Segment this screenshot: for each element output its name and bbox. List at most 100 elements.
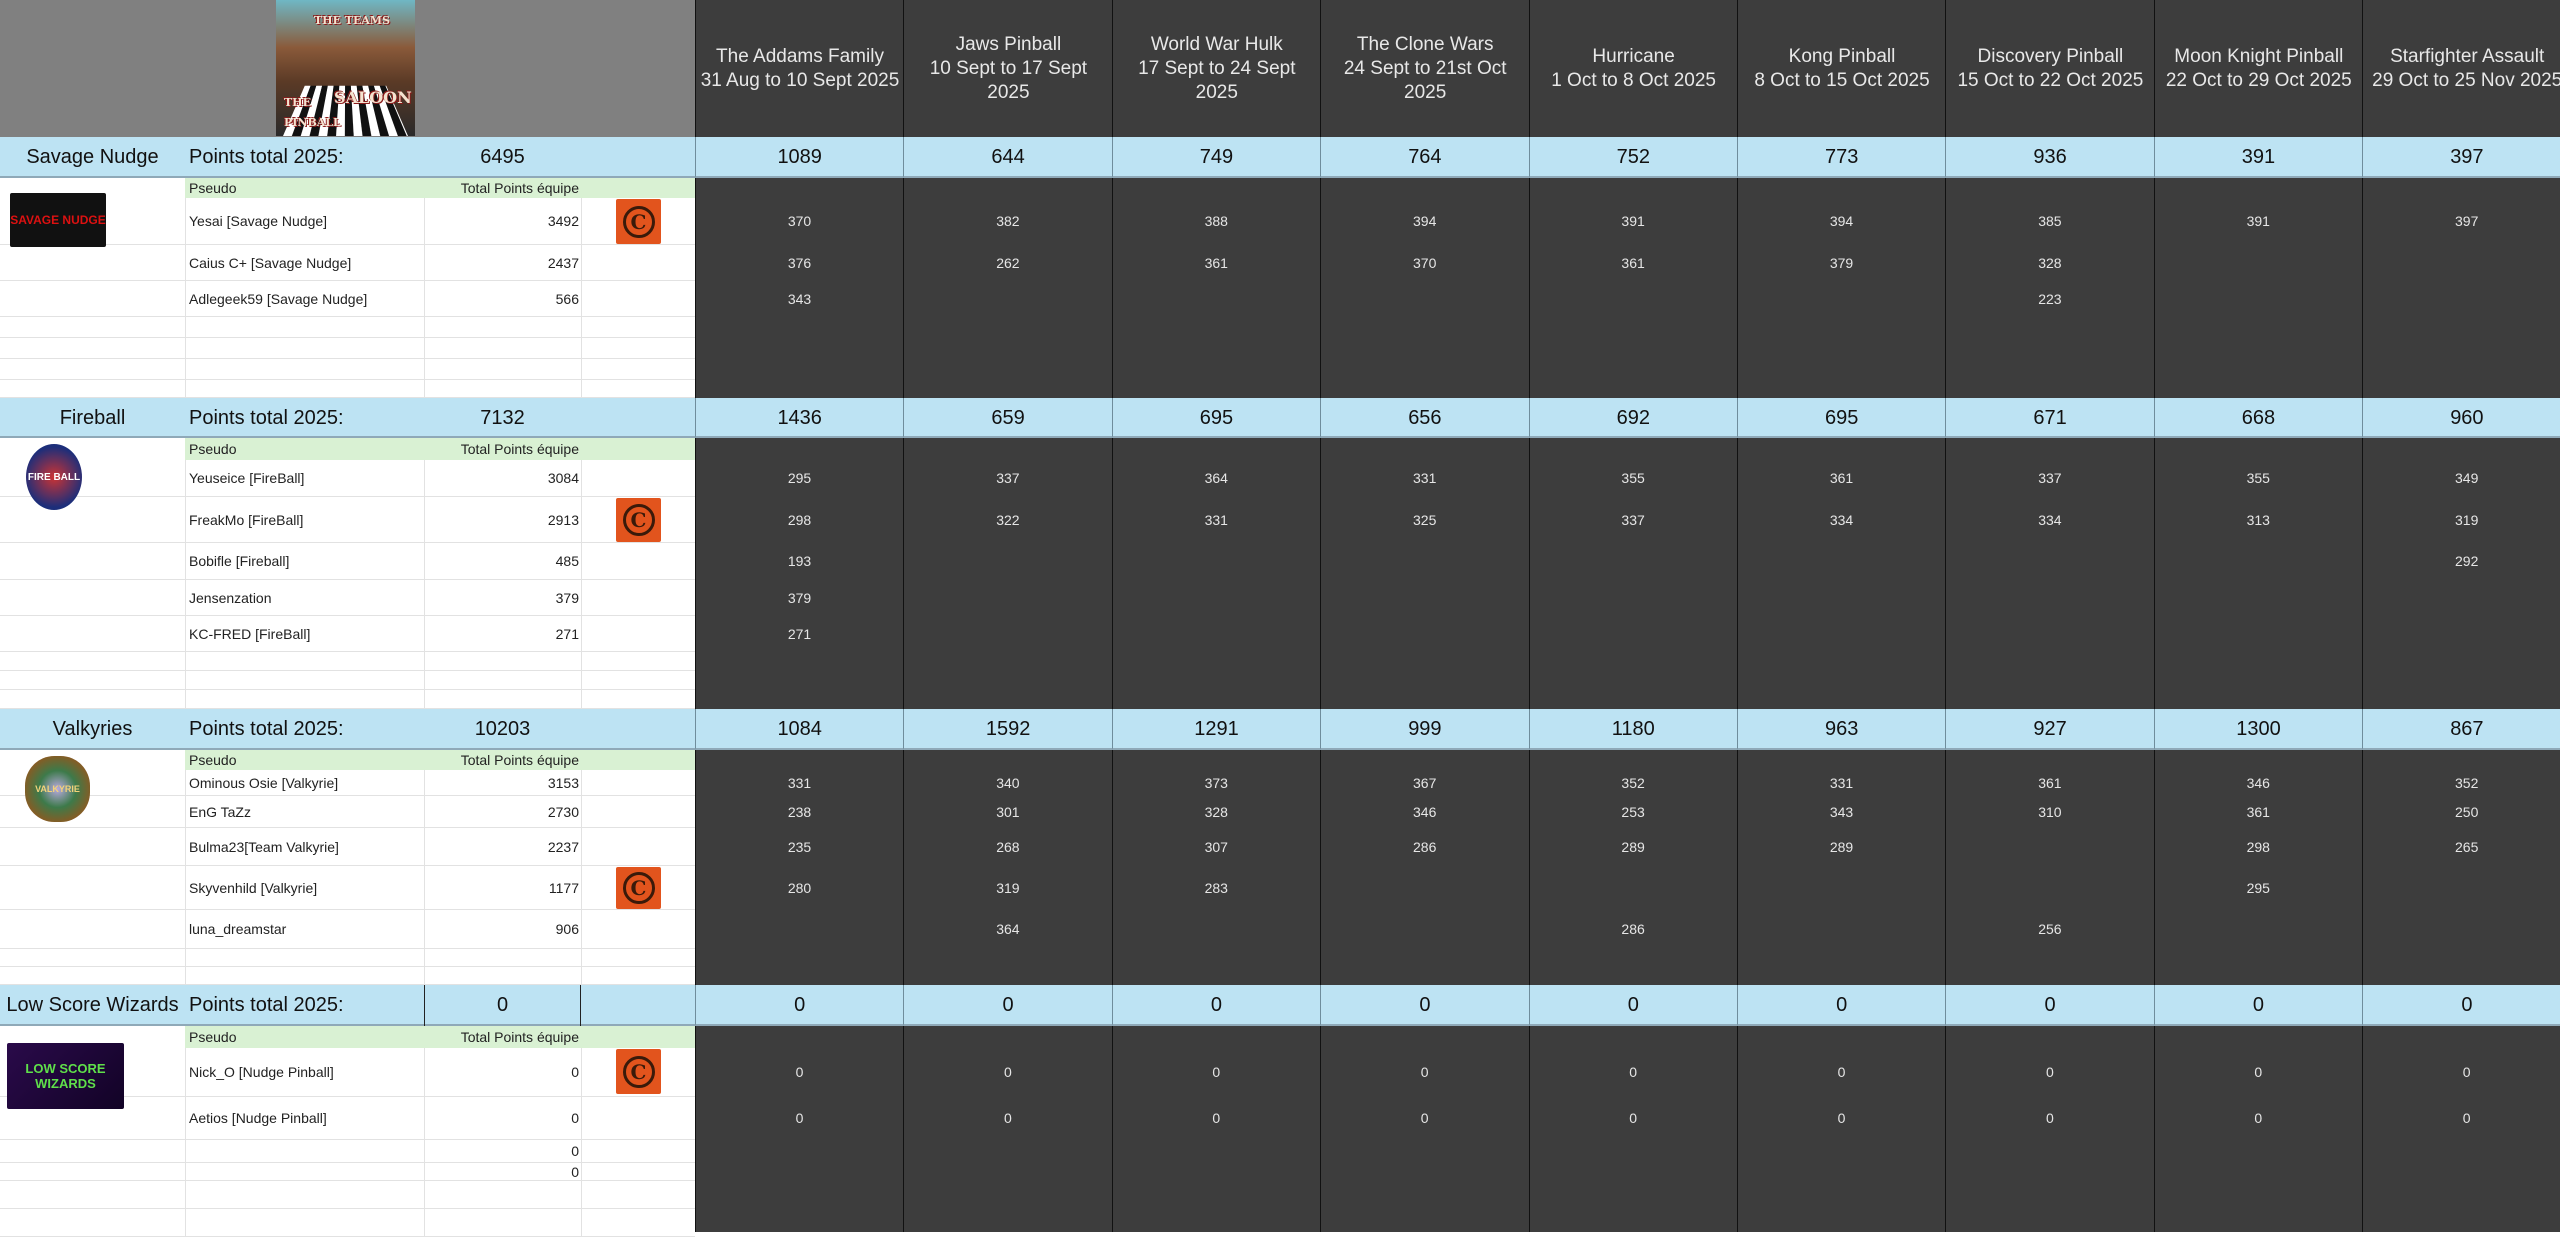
player-game-score: 388 xyxy=(1204,213,1228,229)
player-game-score: 0 xyxy=(1212,1064,1221,1080)
team-name: Savage Nudge xyxy=(26,146,159,168)
player-game-score: 0 xyxy=(2045,1110,2054,1126)
player-game-score: 256 xyxy=(2038,921,2062,937)
team-name: Valkyries xyxy=(52,718,133,740)
points-total-label: Points total 2025: xyxy=(189,994,344,1016)
player-pseudo: Bulma23[Team Valkyrie] xyxy=(189,839,339,855)
team-name: Fireball xyxy=(59,407,126,429)
saloon-poster-image: THE TEAMS THE SALOON PINBALL xyxy=(276,0,415,136)
empty-row xyxy=(0,671,695,690)
player-game-score: 337 xyxy=(996,470,1020,486)
game-team-total: 644 xyxy=(903,137,1112,178)
game-header[interactable]: Discovery Pinball 15 Oct to 22 Oct 2025 xyxy=(1946,0,2154,137)
player-game-score: 355 xyxy=(1621,470,1645,486)
player-row[interactable] xyxy=(0,1097,695,1140)
player-game-score: 313 xyxy=(2246,512,2270,528)
grid-line xyxy=(185,460,186,709)
player-game-score: 292 xyxy=(2455,553,2479,569)
player-row[interactable] xyxy=(0,580,695,616)
player-row[interactable] xyxy=(0,543,695,580)
game-dates: 22 Oct to 29 Oct 2025 xyxy=(2165,69,2352,91)
empty-row xyxy=(0,380,695,398)
game-column: Starfighter Assault 29 Oct to 25 Nov 2025 xyxy=(2362,0,2560,1232)
player-game-score: 268 xyxy=(996,839,1020,855)
player-game-score: 286 xyxy=(1621,921,1645,937)
poster-text: THE xyxy=(284,96,311,109)
pseudo-column-header: Pseudo xyxy=(189,752,237,768)
pseudo-header-row xyxy=(185,178,695,198)
player-row[interactable] xyxy=(0,281,695,317)
game-header[interactable]: Moon Knight Pinball 22 Oct to 29 Oct 2025 xyxy=(2155,0,2363,137)
player-pseudo: Yesai [Savage Nudge] xyxy=(189,213,328,229)
game-team-total: 963 xyxy=(1737,709,1946,750)
game-header[interactable]: Hurricane 1 Oct to 8 Oct 2025 xyxy=(1530,0,1738,137)
player-total: 0 xyxy=(571,1143,579,1159)
team-header-row xyxy=(0,985,695,1026)
player-row[interactable] xyxy=(0,770,695,796)
player-total: 3492 xyxy=(547,213,579,229)
player-total: 2437 xyxy=(547,255,579,271)
player-pseudo: Jensenzation xyxy=(189,590,272,606)
player-game-score: 391 xyxy=(1621,213,1645,229)
player-row[interactable] xyxy=(0,910,695,949)
game-header[interactable]: The Addams Family 31 Aug to 10 Sept 2025 xyxy=(696,0,904,137)
game-column: Moon Knight Pinball 22 Oct to 29 Oct 2025 xyxy=(2153,0,2363,1232)
player-row[interactable] xyxy=(0,245,695,281)
c-letter-glyph: C xyxy=(622,205,655,238)
player-game-score: 295 xyxy=(787,470,812,486)
player-row[interactable] xyxy=(0,1048,695,1097)
game-name: World War Hulk xyxy=(1150,33,1283,55)
player-pseudo: luna_dreamstar xyxy=(189,921,287,937)
c-letter-glyph: C xyxy=(622,1055,655,1088)
game-header[interactable]: Kong Pinball 8 Oct to 15 Oct 2025 xyxy=(1738,0,1946,137)
player-game-score: 0 xyxy=(1837,1064,1846,1080)
player-row[interactable] xyxy=(0,866,695,910)
c-badge-icon: C xyxy=(616,867,661,909)
game-team-total: 656 xyxy=(1320,398,1529,438)
game-team-total: 1089 xyxy=(695,137,904,178)
game-name: Discovery Pinball xyxy=(1977,45,2124,67)
game-header[interactable]: World War Hulk 17 Sept to 24 Sept 2025 xyxy=(1113,0,1321,137)
player-game-score: 346 xyxy=(2246,775,2270,791)
grid-line xyxy=(424,460,425,709)
game-header[interactable]: Jaws Pinball 10 Sept to 17 Sept 2025 xyxy=(904,0,1112,137)
player-game-score: 0 xyxy=(1003,1064,1012,1080)
player-pseudo: KC-FRED [FireBall] xyxy=(189,626,311,642)
empty-row xyxy=(0,338,695,359)
poster-text: THE TEAMS xyxy=(314,14,391,27)
game-dates: 24 Sept to 21st Oct 2025 xyxy=(1343,57,1507,103)
game-team-total: 0 xyxy=(1737,985,1946,1026)
player-game-score: 331 xyxy=(1829,775,1854,791)
player-game-score: 289 xyxy=(1621,839,1645,855)
game-dates: 15 Oct to 22 Oct 2025 xyxy=(1957,69,2144,91)
player-game-score: 301 xyxy=(996,804,1020,820)
player-game-score: 325 xyxy=(1413,512,1437,528)
player-row[interactable] xyxy=(0,828,695,866)
player-row[interactable] xyxy=(0,1163,695,1181)
player-game-score: 0 xyxy=(1003,1110,1012,1126)
team-logo-3: LOW SCORE WIZARDS xyxy=(7,1043,124,1109)
team-logo-0: SAVAGE NUDGE xyxy=(10,193,106,247)
player-game-score: 295 xyxy=(2246,880,2270,896)
team-header-row xyxy=(0,709,695,750)
player-row[interactable] xyxy=(0,1140,695,1163)
player-game-score: 376 xyxy=(787,255,812,271)
player-game-score: 361 xyxy=(1621,255,1645,271)
game-header[interactable]: The Clone Wars 24 Sept to 21st Oct 2025 xyxy=(1321,0,1529,137)
player-row[interactable] xyxy=(0,616,695,652)
player-game-score: 373 xyxy=(1204,775,1228,791)
player-game-score: 0 xyxy=(1837,1110,1846,1126)
player-row[interactable] xyxy=(0,198,695,245)
game-header[interactable]: Starfighter Assault 29 Oct to 25 Nov 2025 xyxy=(2363,0,2560,137)
game-team-total: 752 xyxy=(1528,137,1737,178)
player-row[interactable] xyxy=(0,796,695,828)
player-game-score: 349 xyxy=(2455,470,2479,486)
player-game-score: 238 xyxy=(787,804,812,820)
player-total: 3084 xyxy=(547,470,579,486)
player-game-score: 0 xyxy=(795,1064,804,1080)
player-row[interactable] xyxy=(0,460,695,497)
player-row[interactable] xyxy=(0,497,695,543)
game-team-total: 671 xyxy=(1945,398,2154,438)
pseudo-column-header: Pseudo xyxy=(189,180,237,196)
player-total: 566 xyxy=(555,291,579,307)
